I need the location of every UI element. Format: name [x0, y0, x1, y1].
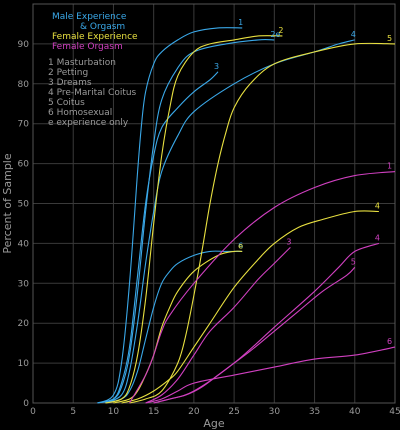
series-label-female-orgasm-3: 3 — [286, 237, 291, 246]
legend-group-label: Female Orgasm — [52, 42, 123, 52]
series-line-female-orgasm-6 — [145, 346, 396, 404]
series-label-male-6: 6 — [238, 241, 243, 250]
y-tick-label: 60 — [18, 160, 30, 170]
series-label-female-5: 5 — [387, 34, 392, 43]
series-line-female-4 — [121, 210, 379, 404]
series-line-male-3 — [97, 71, 219, 404]
series-label-female-orgasm-1: 1 — [387, 162, 392, 171]
legend-key: e experience only — [48, 118, 129, 128]
y-tick-label: 40 — [18, 239, 30, 249]
x-tick-label: 25 — [228, 407, 239, 417]
x-tick-label: 5 — [70, 407, 76, 417]
legend-key: 4 Pre-Marital Coitus — [48, 88, 137, 98]
series-label-female-4: 4 — [375, 201, 380, 210]
series-line-male-1 — [97, 27, 243, 404]
series-line-female-2 — [105, 35, 283, 404]
legend-key: 3 Dreams — [48, 78, 92, 88]
y-tick-label: 0 — [23, 399, 29, 409]
y-tick-label: 30 — [18, 279, 30, 289]
x-tick-label: 35 — [309, 407, 320, 417]
series-label-male-3: 3 — [214, 62, 219, 71]
series-label-female-orgasm-6: 6 — [387, 337, 392, 346]
series-line-female-orgasm-3 — [145, 247, 291, 404]
axes: 0 5 10 15 20 25 30 35 40 450102030405060708090Age… — [1, 3, 400, 430]
legend-group-label: & Orgasm — [80, 22, 125, 32]
y-tick-label: 80 — [18, 80, 30, 90]
series-label-male-2e: 2e — [270, 30, 280, 39]
y-tick-label: 20 — [18, 319, 30, 329]
plot-frame — [32, 3, 396, 404]
x-tick-label: 0 — [30, 407, 36, 417]
y-tick-label: 50 — [18, 200, 30, 210]
series-label-female-e: e — [238, 241, 243, 250]
series-line-female-e — [113, 250, 243, 404]
series-label-male-4: 4 — [351, 30, 356, 39]
y-tick-label: 90 — [18, 40, 30, 50]
legend-group-label: Female Experience — [52, 32, 138, 42]
series-labels: 1 2e 3 4 6 2 5 4 e 1 4 3 5 6 — [214, 18, 392, 346]
x-tick-label: 40 — [349, 407, 361, 417]
x-tick-label: 30 — [269, 407, 281, 417]
series-line-female-orgasm-1 — [129, 171, 396, 404]
y-axis-title: Percent of Sample — [1, 153, 14, 253]
x-tick-label: 45 — [389, 407, 400, 417]
series-label-female-orgasm-5: 5 — [351, 257, 356, 266]
series-label-female-2: 2 — [278, 26, 283, 35]
legend-key: 1 Masturbation — [48, 58, 116, 68]
legend-key: 5 Coitus — [48, 98, 85, 108]
series-lines — [97, 27, 396, 404]
series-line-male-6 — [105, 250, 243, 404]
series-line-male-2e — [97, 39, 275, 404]
series-line-female-orgasm-5 — [153, 266, 356, 404]
x-tick-label: 10 — [108, 407, 120, 417]
x-tick-label: 20 — [188, 407, 200, 417]
series-label-male-1: 1 — [238, 18, 243, 27]
x-axis-title: Age — [203, 417, 225, 430]
series-label-female-orgasm-4: 4 — [375, 233, 380, 242]
legend-key: 6 Homosexual — [48, 108, 112, 118]
x-tick-label: 15 — [148, 407, 159, 417]
legend-key: 2 Petting — [48, 68, 88, 78]
y-tick-label: 70 — [18, 120, 30, 130]
y-tick-label: 10 — [18, 359, 30, 369]
legend-group-label: Male Experience — [52, 12, 127, 22]
